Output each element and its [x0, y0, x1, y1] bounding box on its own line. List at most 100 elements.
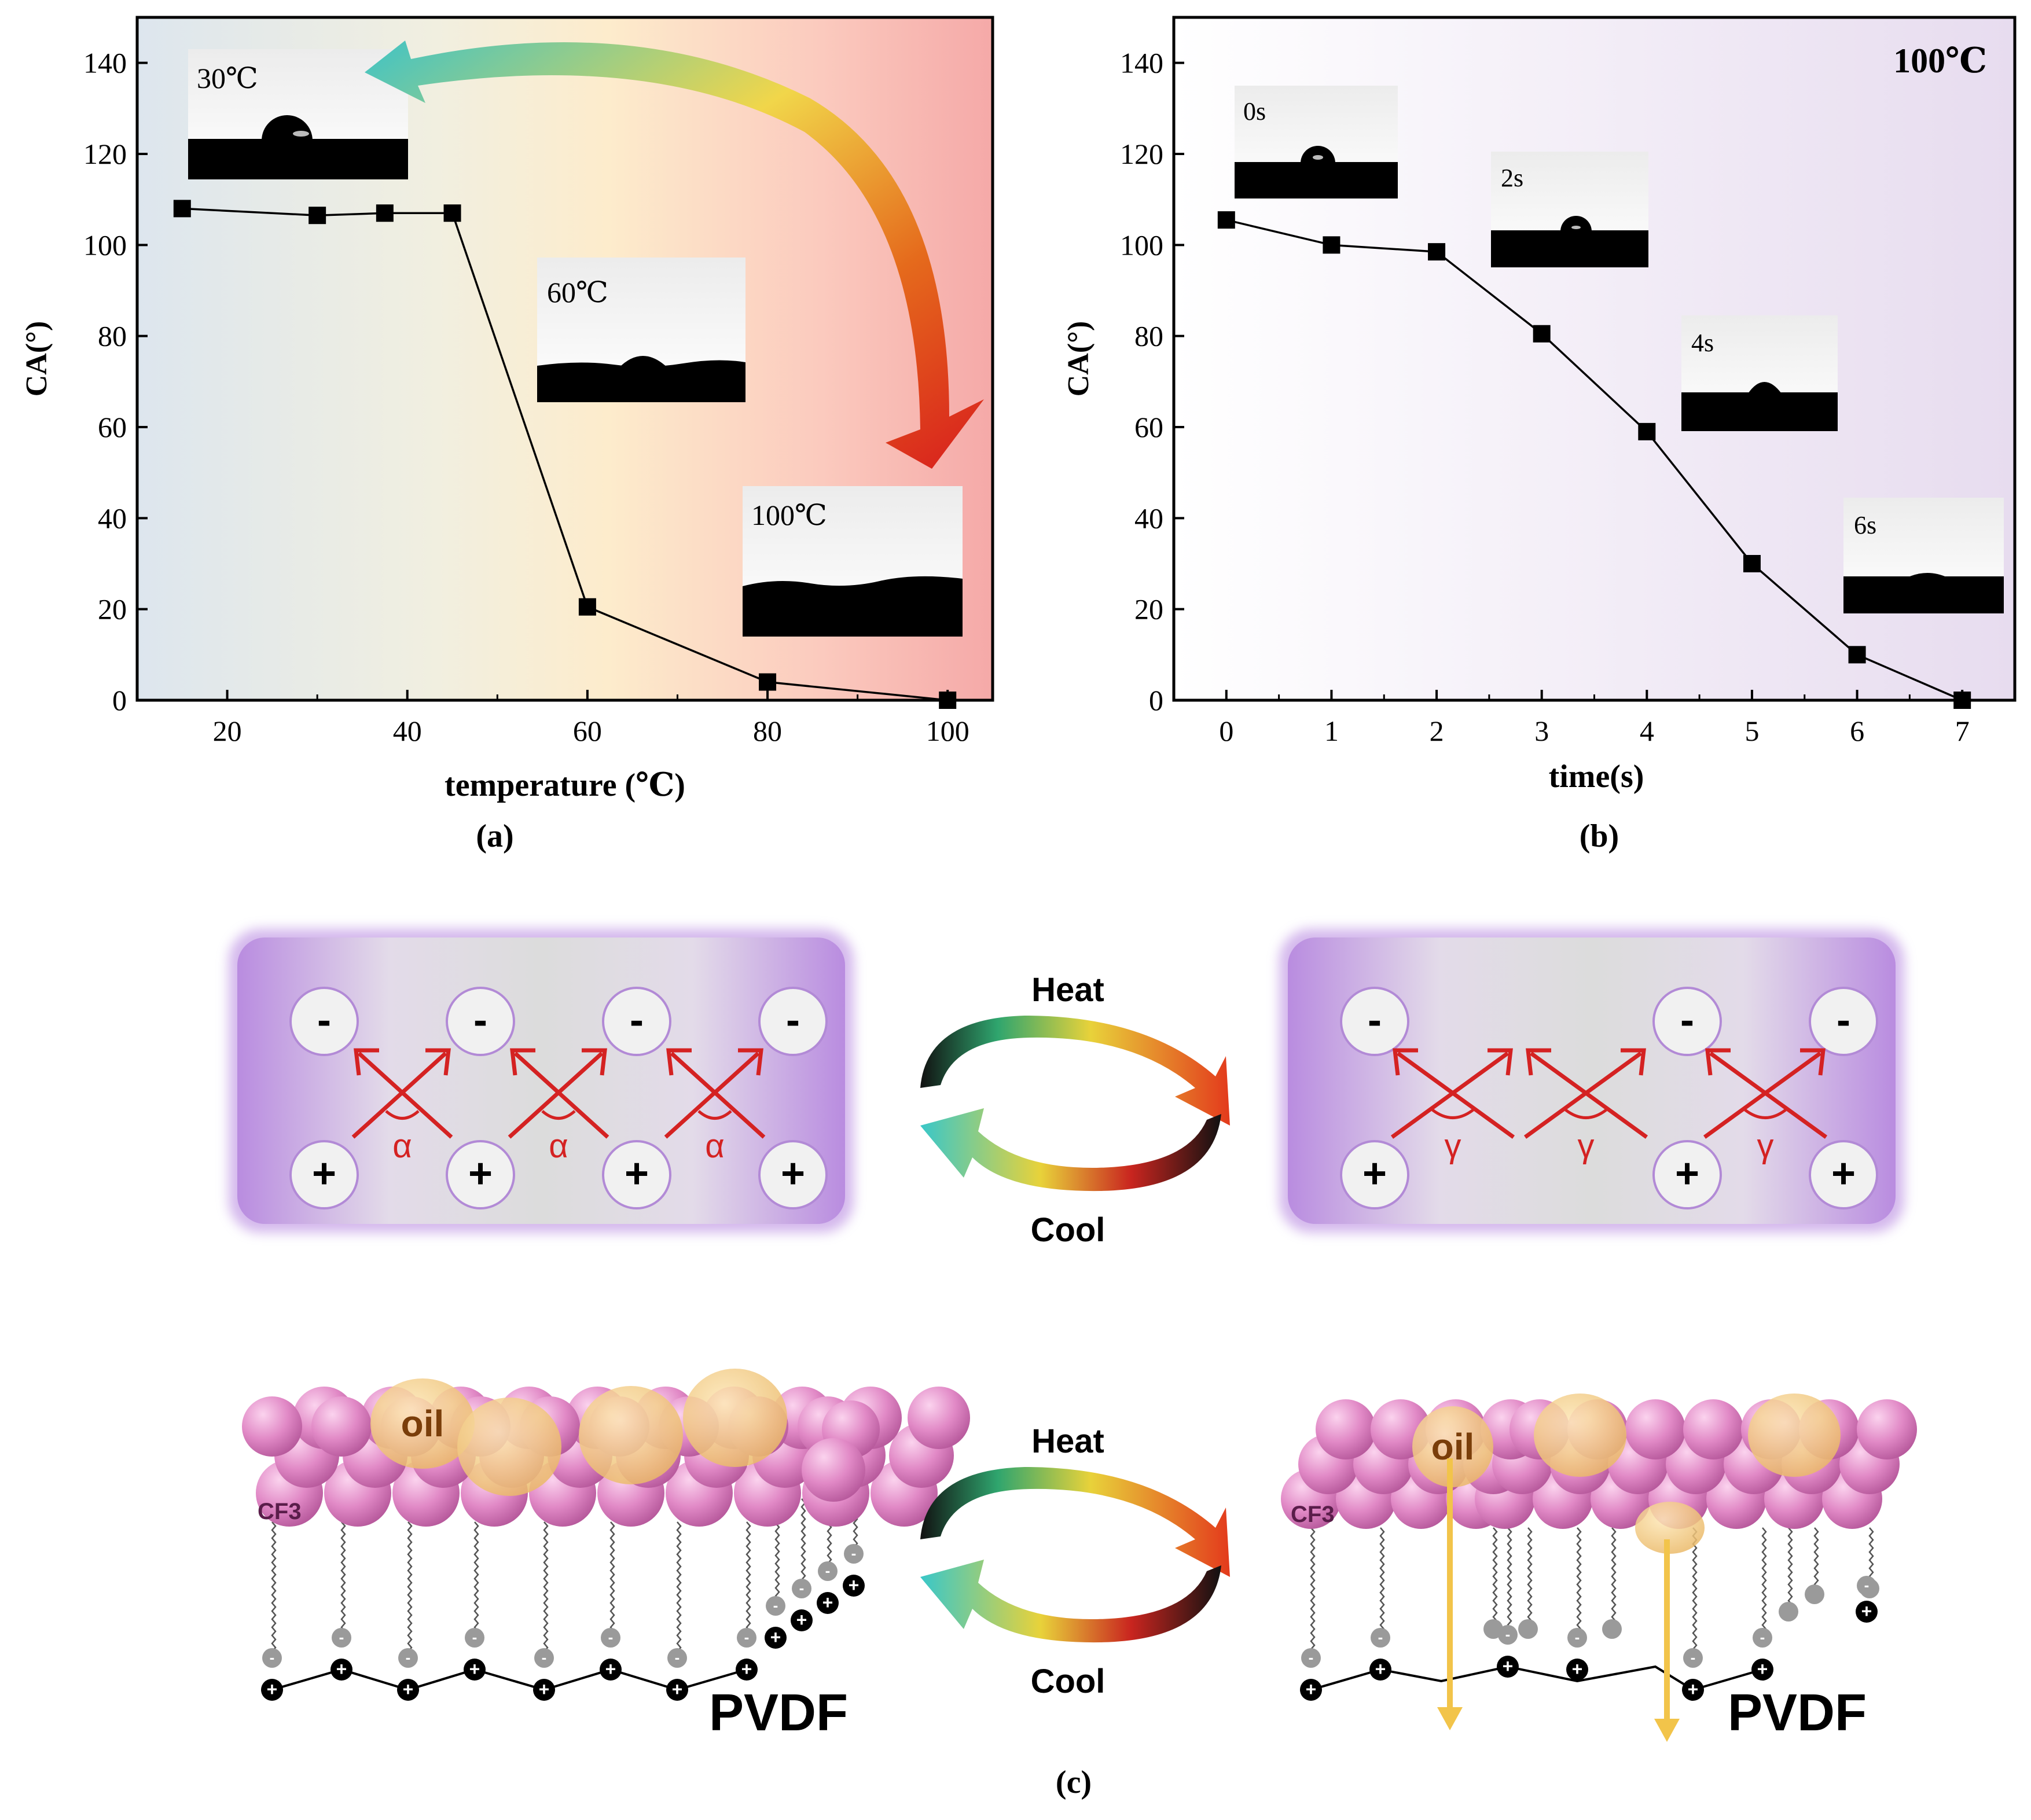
cation-bead-sign: + [770, 1627, 781, 1648]
angle-label: α [705, 1127, 725, 1165]
chart-b-panel-label: (b) [1580, 818, 1619, 854]
anion [289, 987, 359, 1056]
y-tick-label: 100 [83, 229, 127, 261]
cation-bead-sign: + [796, 1609, 807, 1630]
x-tick-label: 4 [1640, 715, 1654, 747]
dipole-cross-arrows: γ [1523, 1048, 1648, 1165]
anion-sign: - [786, 997, 800, 1043]
alkyl-chain [340, 1521, 346, 1636]
cation-bead [1856, 1601, 1878, 1623]
inset-100c: 100℃ [743, 486, 963, 637]
anion-bead-sign: - [675, 1649, 680, 1666]
cation-bead [736, 1659, 758, 1681]
fluorinated-sphere [1316, 1399, 1376, 1459]
y-tick-label: 0 [112, 684, 127, 716]
alkyl-chain [1492, 1527, 1498, 1626]
x-tick-label: 5 [1744, 715, 1759, 747]
alkyl-chain [1507, 1527, 1512, 1634]
anion-bead-sign: - [799, 1579, 805, 1597]
cation-bead-sign: + [741, 1659, 752, 1679]
anion-bead [534, 1648, 554, 1668]
alkyl-chain [1813, 1527, 1819, 1593]
anion-bead [398, 1648, 418, 1668]
anion-bead-sign: - [1760, 1628, 1765, 1646]
cation-bead [765, 1627, 787, 1649]
alkyl-chain [1787, 1527, 1793, 1609]
oil-droplet [1412, 1406, 1493, 1487]
cation-bead [1300, 1679, 1322, 1701]
dipole-cross-arrows: α [351, 1048, 453, 1165]
y-tick-label: 100 [1120, 229, 1163, 261]
chart-b-ylabel: CA(°) [1062, 321, 1095, 397]
fluorinated-sphere [311, 1396, 372, 1457]
cation [758, 1140, 828, 1209]
anion [602, 987, 671, 1056]
chart-a-ylabel: CA(°) [20, 321, 53, 397]
anion-bead [792, 1579, 811, 1598]
x-tick-label: 6 [1850, 715, 1864, 747]
oil-droplet [683, 1369, 787, 1467]
anion-bead-sign: - [542, 1649, 547, 1666]
anion-bead [601, 1628, 620, 1648]
cation [289, 1140, 359, 1209]
angle-label: γ [1757, 1127, 1774, 1165]
angle-label: α [392, 1127, 412, 1165]
cation-bead [330, 1659, 352, 1681]
inset-2s-label: 2s [1501, 164, 1523, 192]
x-tick-label: 0 [1219, 715, 1233, 747]
cation-bead [464, 1659, 486, 1681]
anion-bead-sign: - [1378, 1628, 1383, 1646]
temperature-cycle-arrow [365, 41, 984, 469]
charge-box-left: - - - - + + + + α α α [229, 929, 854, 1233]
anion-bead-sign: - [773, 1597, 778, 1614]
y-tick-label: 60 [98, 411, 127, 443]
pvdf-label-right: PVDF [1728, 1684, 1867, 1742]
inset-6s: 6s [1843, 498, 2004, 613]
inset-4s-label: 4s [1691, 329, 1714, 357]
panel-c-label: (c) [1056, 1764, 1092, 1800]
alkyl-chain [1310, 1527, 1316, 1650]
cation-bead-sign: + [1375, 1659, 1386, 1679]
cation-bead-sign: + [672, 1679, 683, 1700]
x-tick-label: 40 [393, 715, 422, 747]
cation-bead [1497, 1656, 1519, 1678]
anion-bead [844, 1544, 864, 1564]
chart-b-annotation: 100℃ [1893, 42, 1987, 80]
chart-b-series [1217, 211, 1971, 709]
chart-a-panel-label: (a) [476, 818, 513, 854]
alkyl-chain [1379, 1527, 1385, 1634]
cation-sign: + [1362, 1150, 1387, 1197]
anion-bead [1857, 1576, 1876, 1595]
inset-0s-label: 0s [1243, 97, 1266, 126]
chart-a-frame [135, 16, 994, 702]
cation [1809, 1140, 1878, 1209]
alkyl-chain [676, 1521, 682, 1652]
anion [1652, 987, 1722, 1056]
anion-bead [1567, 1628, 1587, 1648]
data-point [759, 673, 777, 691]
cation-sign: + [1831, 1150, 1856, 1197]
cool-label-bottom: Cool [1031, 1663, 1106, 1700]
anion-bead [1602, 1619, 1622, 1639]
anion-sign: - [317, 997, 331, 1043]
data-point [376, 204, 394, 222]
x-tick-label: 7 [1955, 715, 1970, 747]
dipole-cross-arrows: γ [1703, 1048, 1828, 1165]
anion-bead-sign: - [1864, 1576, 1870, 1594]
anion-bead [332, 1628, 351, 1648]
cation-bead [1751, 1659, 1773, 1681]
y-tick-label: 40 [98, 502, 127, 534]
chart-b-frame [1172, 16, 2017, 702]
fluorinated-sphere [802, 1438, 865, 1502]
cation-bead-sign: + [1503, 1656, 1514, 1676]
inset-2s: 2s [1491, 152, 1648, 267]
oil-droplet [579, 1386, 683, 1484]
inset-4s: 4s [1681, 315, 1838, 431]
anion-bead-sign: - [1691, 1649, 1696, 1666]
anion-sign: - [1368, 997, 1382, 1043]
anion-bead [465, 1628, 484, 1648]
anion-bead [1518, 1619, 1538, 1639]
alkyl-chain [473, 1521, 479, 1636]
cation-bead [600, 1659, 622, 1681]
